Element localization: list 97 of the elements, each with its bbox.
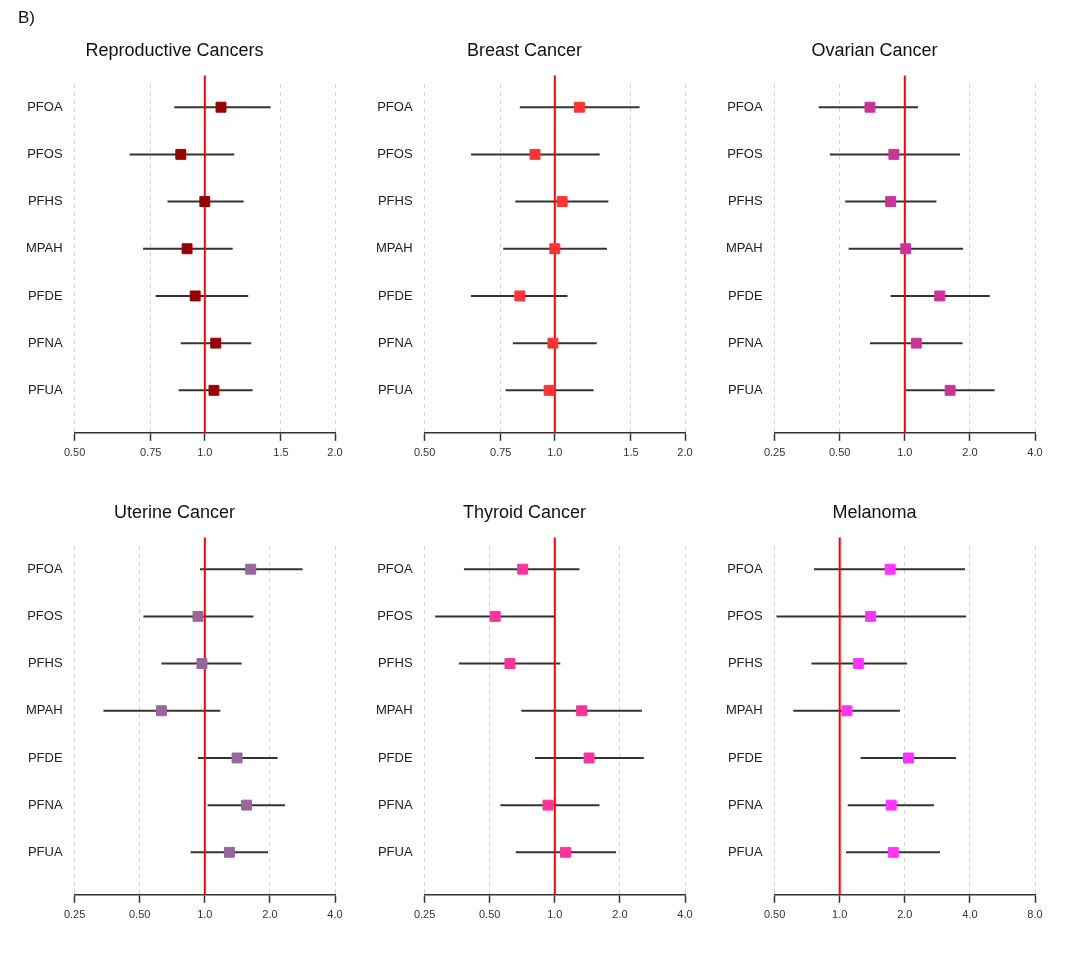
y-tick-label: PFDE — [27, 749, 63, 765]
x-tick-label: 2.0 — [677, 446, 693, 459]
x-tick-label: 1.0 — [197, 908, 213, 921]
x-tick-label: 4.0 — [1027, 446, 1043, 459]
y-tick-label: PFHS — [727, 655, 763, 671]
point — [543, 384, 555, 396]
x-tick-label: 0.75 — [140, 446, 162, 459]
x-tick-label: 1.0 — [547, 446, 563, 459]
chart-title: Thyroid Cancer — [462, 501, 587, 522]
y-tick-label: MPAH — [25, 240, 63, 256]
y-tick-label: PFOS — [27, 607, 63, 623]
y-tick-label: PFUA — [727, 381, 763, 397]
chart-title: Breast Cancer — [466, 39, 583, 60]
x-tick-label: 2.0 — [327, 446, 343, 459]
x-tick-label: 8.0 — [1027, 908, 1043, 921]
y-tick-label: PFDE — [377, 749, 413, 765]
y-tick-label: PFOA — [377, 98, 413, 114]
y-tick-label: PFOS — [377, 607, 413, 623]
y-tick-label: MPAH — [725, 702, 763, 718]
y-tick-label: PFOS — [727, 145, 763, 161]
y-tick-label: PFNA — [377, 334, 413, 350]
y-tick-label: PFHS — [377, 655, 413, 671]
y-tick-label: PFOA — [27, 560, 63, 576]
point — [529, 148, 541, 160]
y-tick-label: PFNA — [27, 796, 63, 812]
y-tick-label: PFHS — [727, 193, 763, 209]
point — [556, 196, 568, 208]
x-tick-label: 0.75 — [490, 446, 512, 459]
y-tick-label: MPAH — [375, 702, 413, 718]
x-tick-label: 4.0 — [962, 908, 978, 921]
point — [215, 101, 227, 113]
y-tick-label: PFOA — [377, 560, 413, 576]
x-tick-label: 4.0 — [677, 908, 693, 921]
x-tick-label: 0.50 — [478, 908, 501, 921]
x-tick-label: 0.25 — [63, 908, 86, 921]
y-tick-label: MPAH — [375, 240, 413, 256]
x-tick-label: 2.0 — [897, 908, 913, 921]
point — [181, 243, 193, 255]
point — [549, 243, 561, 255]
y-tick-label: PFUA — [27, 843, 63, 859]
y-tick-label: PFUA — [377, 843, 413, 859]
x-tick-label: 2.0 — [612, 908, 628, 921]
y-tick-label: PFHS — [27, 193, 63, 209]
x-tick-label: 0.50 — [828, 446, 851, 459]
y-tick-label: PFNA — [377, 796, 413, 812]
point — [231, 752, 243, 764]
x-tick-label: 1.0 — [832, 908, 848, 921]
x-tick-label: 0.50 — [413, 446, 436, 459]
chart-title: Melanoma — [832, 501, 918, 522]
y-tick-label: MPAH — [25, 702, 63, 718]
y-tick-label: PFOS — [727, 607, 763, 623]
y-tick-label: PFNA — [27, 334, 63, 350]
x-tick-label: 2.0 — [262, 908, 278, 921]
y-tick-label: PFOS — [377, 145, 413, 161]
y-tick-label: PFUA — [27, 381, 63, 397]
chart-title: Uterine Cancer — [113, 501, 236, 522]
x-tick-label: 2.0 — [962, 446, 978, 459]
point — [514, 290, 526, 302]
point — [199, 196, 211, 208]
point — [208, 384, 220, 396]
chart-title: Ovarian Cancer — [811, 39, 938, 60]
y-tick-label: PFNA — [727, 796, 763, 812]
y-tick-label: PFDE — [727, 287, 763, 303]
x-tick-label: 1.0 — [197, 446, 213, 459]
point — [547, 337, 559, 349]
x-tick-label: 0.25 — [413, 908, 436, 921]
x-tick-label: 1.0 — [547, 908, 563, 921]
point — [210, 337, 222, 349]
y-tick-label: PFOS — [27, 145, 63, 161]
text: B) — [18, 8, 35, 28]
y-tick-label: PFUA — [727, 843, 763, 859]
y-tick-label: PFHS — [377, 193, 413, 209]
point — [192, 610, 204, 622]
x-tick-label: 1.5 — [623, 446, 639, 459]
y-tick-label: PFOA — [27, 98, 63, 114]
point — [189, 290, 201, 302]
x-tick-label: 1.5 — [273, 446, 289, 459]
point — [241, 799, 253, 811]
point — [175, 148, 187, 160]
x-tick-label: 0.25 — [763, 446, 786, 459]
x-tick-label: 4.0 — [327, 908, 343, 921]
y-tick-label: PFHS — [27, 655, 63, 671]
y-tick-label: MPAH — [725, 240, 763, 256]
y-tick-label: PFDE — [727, 749, 763, 765]
y-tick-label: PFOA — [727, 98, 763, 114]
x-tick-label: 0.50 — [128, 908, 151, 921]
y-tick-label: PFDE — [377, 287, 413, 303]
x-tick-label: 1.0 — [897, 446, 913, 459]
x-tick-label: 0.50 — [63, 446, 86, 459]
chart-title: Reproductive Cancers — [85, 39, 264, 60]
y-tick-label: PFOA — [727, 560, 763, 576]
y-tick-label: PFDE — [27, 287, 63, 303]
y-tick-label: PFNA — [727, 334, 763, 350]
y-tick-label: PFUA — [377, 381, 413, 397]
x-tick-label: 0.50 — [763, 908, 786, 921]
point — [196, 658, 208, 670]
point — [245, 563, 257, 575]
